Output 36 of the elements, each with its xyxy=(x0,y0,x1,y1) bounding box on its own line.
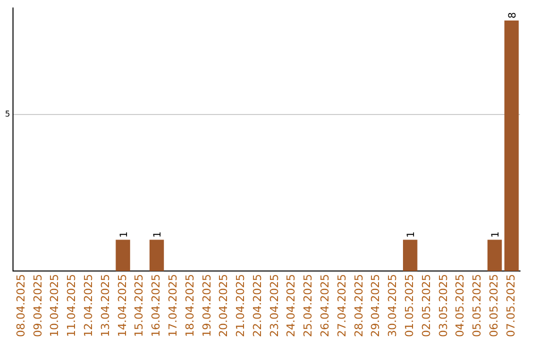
x-tick-label: 30.04.2025 xyxy=(386,274,400,338)
x-tick-label: 29.04.2025 xyxy=(369,274,382,338)
x-tick-label: 14.04.2025 xyxy=(116,274,129,338)
x-tick-label: 28.04.2025 xyxy=(352,274,366,338)
x-tick-label: 03.05.2025 xyxy=(436,274,450,338)
x-tick-label: 02.05.2025 xyxy=(420,274,433,338)
data-label: 8 xyxy=(508,12,519,19)
x-tick-label: 25.04.2025 xyxy=(302,274,315,338)
x-tick-label: 24.04.2025 xyxy=(284,274,298,338)
x-tick-label: 22.04.2025 xyxy=(250,274,264,338)
x-tick-label: 10.04.2025 xyxy=(48,274,62,338)
data-label: 1 xyxy=(152,231,164,238)
x-tick-label: 26.04.2025 xyxy=(318,274,332,338)
x-tick-label: 18.04.2025 xyxy=(183,274,196,338)
x-tick-label: 09.04.2025 xyxy=(31,274,44,338)
x-tick-label: 21.04.2025 xyxy=(234,274,248,338)
x-tick-label: 17.04.2025 xyxy=(166,274,180,338)
x-tick-label: 05.05.2025 xyxy=(470,274,484,338)
x-tick-label: 19.04.2025 xyxy=(200,274,214,338)
x-tick-label: 07.05.2025 xyxy=(504,274,518,338)
x-tick-label: 23.04.2025 xyxy=(268,274,281,338)
x-tick-label: 06.05.2025 xyxy=(488,274,501,338)
x-tick-label: 15.04.2025 xyxy=(132,274,146,338)
x-tick-label: 13.04.2025 xyxy=(98,274,112,338)
x-tick-label: 12.04.2025 xyxy=(82,274,95,338)
x-tick-label: 16.04.2025 xyxy=(150,274,163,338)
data-label: 1 xyxy=(118,231,130,238)
x-tick-label: 04.05.2025 xyxy=(454,274,467,338)
data-label: 1 xyxy=(406,231,418,238)
x-tick-label: 01.05.2025 xyxy=(403,274,416,338)
y-tick-label: 5 xyxy=(4,110,10,119)
data-label: 1 xyxy=(490,231,502,238)
x-tick-label: 08.04.2025 xyxy=(14,274,28,338)
x-tick-label: 11.04.2025 xyxy=(65,274,78,338)
x-tick-label: 20.04.2025 xyxy=(217,274,230,338)
x-tick-label: 27.04.2025 xyxy=(335,274,348,338)
